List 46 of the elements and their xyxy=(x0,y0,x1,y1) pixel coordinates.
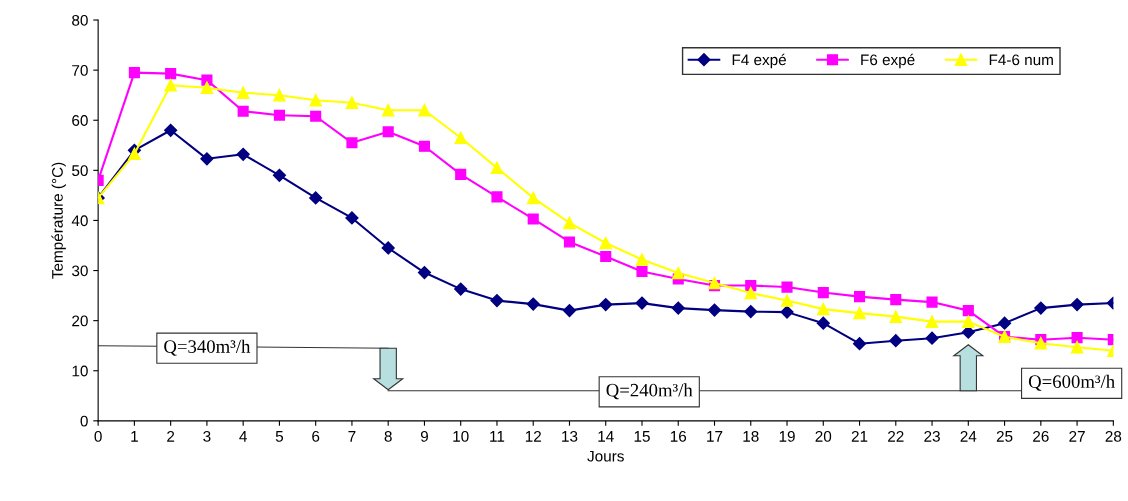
x-tick-label: 25 xyxy=(996,430,1013,442)
x-tick-label: 20 xyxy=(815,430,832,442)
x-tick-label: 17 xyxy=(707,431,723,442)
x-tick-label: 13 xyxy=(562,430,578,442)
x-tick-label: 11 xyxy=(490,431,505,442)
x-tick-label: 4 xyxy=(239,431,247,442)
x-tick-label: 5 xyxy=(275,431,284,442)
x-tick-label: 1 xyxy=(131,431,138,442)
y-tick-label: 40 xyxy=(71,215,88,227)
y-tick-label: 50 xyxy=(72,165,88,177)
y-tick-label: 0 xyxy=(80,415,88,427)
x-tick-label: 22 xyxy=(888,430,904,442)
x-tick-label: 10 xyxy=(453,430,469,442)
x-tick-label: 16 xyxy=(670,430,687,442)
annotation: Q=600m³/h xyxy=(1028,374,1115,391)
legend-label: F4 expé xyxy=(732,53,786,69)
legend-label: F6 expé xyxy=(861,53,915,69)
x-tick-label: 21 xyxy=(851,430,868,442)
x-tick-label: 12 xyxy=(525,430,541,442)
x-axis-title: Jours xyxy=(587,450,624,462)
x-tick-label: 2 xyxy=(167,430,175,442)
x-tick-label: 7 xyxy=(348,431,356,442)
x-tick-label: 26 xyxy=(1033,430,1049,442)
x-tick-label: 8 xyxy=(384,430,392,442)
annotation: Q=240m³/h xyxy=(606,383,693,400)
x-tick-label: 19 xyxy=(779,430,795,442)
x-tick-label: 14 xyxy=(598,431,614,442)
x-tick-label: 15 xyxy=(634,431,650,442)
x-tick-label: 27 xyxy=(1069,430,1085,442)
y-tick-label: 80 xyxy=(72,14,88,26)
x-tick-label: 9 xyxy=(420,430,428,442)
x-tick-label: 24 xyxy=(960,430,977,442)
x-tick-label: 6 xyxy=(312,430,320,442)
x-tick-label: 0 xyxy=(94,430,102,442)
x-tick-label: 23 xyxy=(924,430,940,442)
y-tick-label: 20 xyxy=(72,315,88,327)
x-tick-label: 28 xyxy=(1105,430,1122,442)
y-tick-label: 70 xyxy=(72,65,88,76)
y-tick-label: 60 xyxy=(72,115,88,126)
x-tick-label: 18 xyxy=(743,430,759,442)
annotation: Q=340m³/h xyxy=(164,339,251,356)
legend-label: F4-6 num xyxy=(989,54,1053,66)
y-tick-label: 30 xyxy=(72,265,88,277)
y-axis-title: Température (°C) xyxy=(51,162,66,279)
x-tick-label: 3 xyxy=(203,430,211,442)
y-tick-label: 10 xyxy=(72,365,88,377)
